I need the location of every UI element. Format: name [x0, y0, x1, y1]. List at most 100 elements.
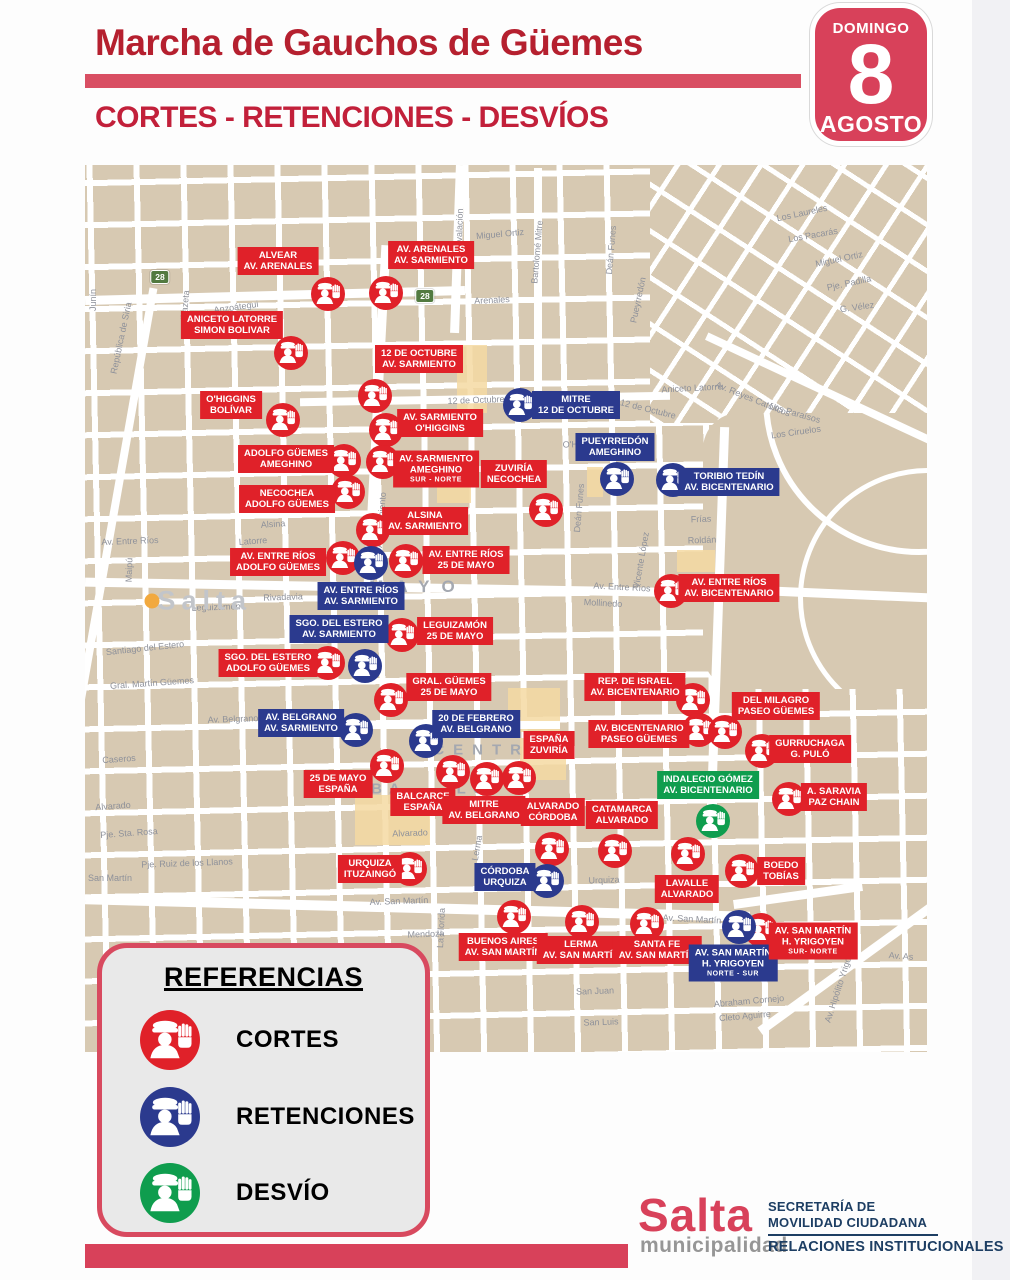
- badge-lerma-av-san-mart-n: LERMA AV. SAN MARTÍN: [536, 936, 626, 964]
- street-label-jun-n: Junín: [88, 288, 98, 312]
- corte-icon: [266, 403, 300, 437]
- badge-leguizam-n-25-de-mayo: LEGUIZAMÓN 25 DE MAYO: [417, 617, 493, 645]
- retencion-icon: [348, 649, 382, 683]
- badge-boedo-tob-as: BOEDO TOBÍAS: [757, 857, 805, 885]
- corte-icon: [436, 755, 470, 789]
- corte-icon: [502, 761, 536, 795]
- corte-icon: [598, 834, 632, 868]
- retenciones-icon: [140, 1087, 200, 1147]
- salta-logo: Salta: [638, 1189, 753, 1241]
- corte-icon: [331, 475, 365, 509]
- badge-santa-fe-av-san-mart-n: SANTA FE AV. SAN MARTÍN: [612, 936, 702, 964]
- corte-icon: [470, 762, 504, 796]
- badge-alvarado-c-rdoba: ALVARADO CÓRDOBA: [520, 798, 586, 826]
- corte-icon: [311, 277, 345, 311]
- badge-25-de-mayo-espa-a: 25 DE MAYO ESPAÑA: [303, 770, 373, 798]
- street-label-san-juan: San Juan: [575, 985, 615, 997]
- corte-icon: [630, 907, 664, 941]
- street-label-av-belgrano: Av. Belgrano: [207, 713, 259, 725]
- legend-item-label: RETENCIONES: [236, 1103, 415, 1130]
- main-road: [230, 721, 560, 729]
- legend-item-label: CORTES: [236, 1026, 340, 1053]
- org-line-2: MOVILIDAD CIUDADANA: [768, 1215, 928, 1230]
- map-hill-area: [703, 413, 927, 689]
- badge-av-entre-r-os-av-bicentenario: AV. ENTRE RÍOS AV. BICENTENARIO: [678, 574, 780, 602]
- retencion-icon: [339, 713, 373, 747]
- street-label-alsina: Alsina: [260, 518, 286, 530]
- badge-buenos-aires-av-san-mart-n: BUENOS AIRES AV. SAN MARTÍN: [458, 933, 548, 961]
- badge-av-entre-r-os-25-de-mayo: AV. ENTRE RÍOS 25 DE MAYO: [422, 546, 510, 574]
- street-label-latorre: Latorre: [238, 535, 268, 547]
- route-shield-28: 28: [415, 289, 435, 303]
- badge-av-sarmiento-o-higgins: AV. SARMIENTO O'HIGGINS: [397, 409, 483, 437]
- corte-icon: [389, 544, 423, 578]
- street-map: Junín República de Siria Ibazeta Anzoátegui…: [85, 165, 927, 1052]
- title-divider: [85, 74, 801, 88]
- cortes-icon: [140, 1010, 200, 1070]
- badge-gral-g-emes-25-de-mayo: GRAL. GÜEMES 25 DE MAYO: [406, 673, 492, 701]
- badge-a-saravia-paz-chain: A. SARAVIA PAZ CHAIN: [800, 783, 868, 811]
- org-divider: [768, 1234, 938, 1236]
- corte-icon: [374, 683, 408, 717]
- corte-icon: [385, 618, 419, 652]
- badge-av-san-mart-n-h-yrigoyen: AV. SAN MARTÍN H. YRIGOYEN NORTE - SUR: [688, 944, 778, 982]
- main-road: [534, 168, 542, 408]
- retencion-icon: [530, 864, 564, 898]
- badge-gurruchaga-g-pul: GURRUCHAGA G. PULÓ: [769, 735, 851, 763]
- badge-necochea-adolfo-g-emes: NECOCHEA ADOLFO GÜEMES: [239, 485, 335, 513]
- badge-mitre-av-belgrano: MITRE AV. BELGRANO: [442, 796, 526, 824]
- retencion-icon: [722, 910, 756, 944]
- badge-20-de-febrero-av-belgrano: 20 DE FEBRERO AV. BELGRANO: [432, 710, 520, 738]
- badge-12-de-octubre-av-sarmiento: 12 DE OCTUBRE AV. SARMIENTO: [374, 345, 464, 373]
- corte-icon: [274, 336, 308, 370]
- bottom-accent-bar: [85, 1244, 628, 1268]
- badge-av-entre-r-os-av-sarmiento: AV. ENTRE RÍOS AV. SARMIENTO: [317, 582, 405, 610]
- org-line-3: RELACIONES INSTITUCIONALES: [768, 1239, 1004, 1255]
- street-label-av-entre-r-os: Av. Entre Ríos: [101, 535, 159, 547]
- street-label-san-mart-n: San Martín: [87, 873, 133, 883]
- street-label-urquiza: Urquiza: [588, 874, 620, 886]
- badge-indalecio-g-mez-av-bicentenario: INDALECIO GÓMEZ AV. BICENTENARIO: [657, 771, 759, 799]
- street-label-mollinedo: Mollinedo: [583, 596, 623, 610]
- badge-adolfo-g-emes-ameghino: ADOLFO GÜEMES AMEGHINO: [238, 445, 334, 473]
- corte-icon: [497, 900, 531, 934]
- badge-urquiza-ituzaing: URQUIZA ITUZAINGÓ: [337, 855, 403, 883]
- street-label-rold-n: Roldán: [687, 534, 717, 546]
- badge-toribio-ted-n-av-bicentenario: TORIBIO TEDÍN AV. BICENTENARIO: [678, 468, 780, 496]
- desvio-icon: [140, 1163, 200, 1223]
- badge-alsina-av-sarmiento: ALSINA AV. SARMIENTO: [382, 507, 468, 535]
- street-label-av-as: Av. As: [888, 950, 914, 962]
- badge-av-belgrano-av-sarmiento: AV. BELGRANO AV. SARMIENTO: [258, 709, 344, 737]
- street-label-arenales: Arenales: [473, 294, 511, 306]
- badge-lavalle-alvarado: LAVALLE ALVARADO: [654, 875, 720, 903]
- street-label-la-florida: La Florida: [434, 907, 448, 949]
- badge-zuvir-a-necochea: ZUVIRÍA NECOCHEA: [480, 460, 548, 488]
- legend-box: REFERENCIAS CORTES RETENCIONES DESVÍO: [97, 943, 430, 1237]
- badge-rep-de-israel-av-bicentenario: REP. DE ISRAEL AV. BICENTENARIO: [584, 673, 686, 701]
- desvio-icon: [696, 804, 730, 838]
- salta-logo-subtext: municipalidad: [640, 1234, 788, 1257]
- street-label-san-luis: San Luis: [583, 1016, 619, 1028]
- street-label-maip: Maipú: [123, 557, 135, 583]
- badge-av-san-mart-n-h-yrigoyen: AV. SAN MARTÍN H. YRIGOYEN SUR- NORTE: [768, 922, 858, 960]
- corte-icon: [772, 782, 806, 816]
- badge-pueyrred-n-ameghino: PUEYRREDÓN AMEGHINO: [575, 433, 655, 461]
- street-label-12-de-octubre: 12 de Octubre: [447, 394, 505, 406]
- date-badge-inner: DOMINGO 8 AGOSTO: [815, 8, 927, 141]
- page-title: Marcha de Gauchos de Güemes: [95, 22, 643, 63]
- badge-espa-a-zuvir-a: ESPAÑA ZUVIRÍA: [523, 731, 575, 759]
- watermark-dot: [144, 593, 160, 609]
- date-day: 8: [847, 27, 895, 121]
- legend-title: REFERENCIAS: [163, 962, 364, 992]
- corte-icon: [370, 749, 404, 783]
- legend-item-desvio: DESVÍO: [140, 1163, 330, 1223]
- badge-catamarca-alvarado: CATAMARCA ALVARADO: [585, 801, 659, 829]
- map-diagonal-grid-area: [650, 165, 927, 423]
- map-watermark: Salta: [157, 585, 252, 616]
- org-block: SECRETARÍA DE MOVILIDAD CIUDADANA RELACI…: [768, 1199, 1004, 1255]
- page-edge-strip: [972, 0, 1010, 1280]
- corte-icon: [529, 493, 563, 527]
- street-label-rivadavia: Rivadavia: [263, 591, 303, 603]
- plaza-patch: [587, 467, 603, 497]
